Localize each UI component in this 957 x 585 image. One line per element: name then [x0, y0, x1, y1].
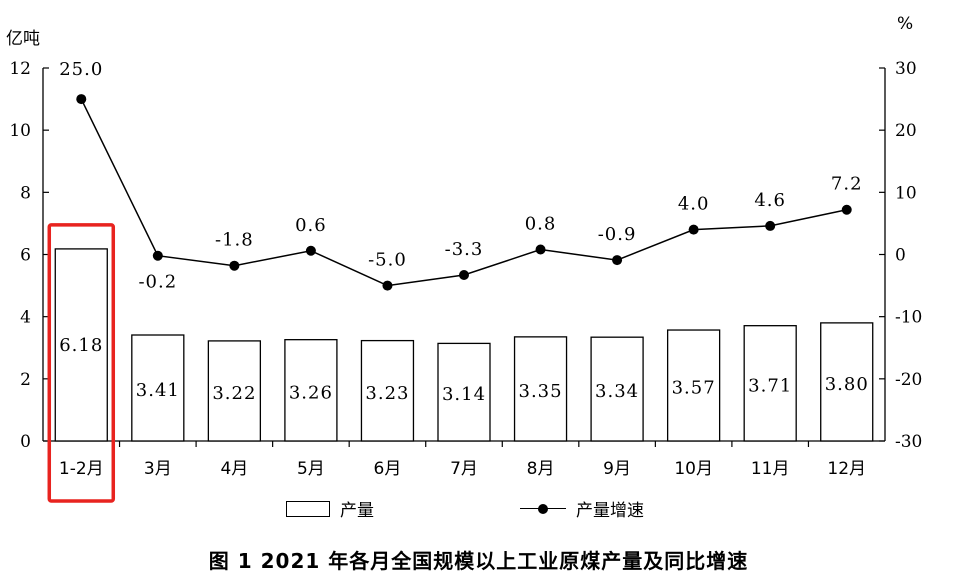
growth-data-label: -1.8: [215, 230, 254, 251]
x-tick-label: 12月: [827, 459, 866, 479]
highlight-box: [47, 223, 116, 503]
bar-data-label: 3.34: [595, 381, 639, 402]
x-tick-label: 1-2月: [59, 459, 104, 479]
growth-data-label: -0.9: [598, 224, 637, 245]
growth-data-label: 25.0: [59, 59, 103, 80]
left-axis-unit: 亿吨: [6, 29, 40, 49]
growth-data-label: 7.2: [831, 174, 863, 195]
right-tick-label: 0: [895, 246, 906, 266]
x-tick-label: 11月: [751, 459, 790, 479]
bar-data-label: 3.57: [672, 378, 716, 399]
x-tick-label: 4月: [220, 459, 248, 479]
growth-data-label: 0.8: [525, 214, 557, 235]
right-tick-label: -20: [895, 370, 922, 390]
bar-data-label: 6.18: [59, 335, 103, 356]
growth-data-label: 0.6: [295, 215, 327, 236]
legend-label-growth: 产量增速: [576, 501, 644, 521]
growth-point: [459, 270, 469, 281]
growth-data-label: -0.2: [138, 272, 177, 293]
right-tick-label: 10: [895, 183, 917, 203]
growth-data-label: -3.3: [445, 239, 484, 260]
legend-item-growth: 产量增速: [520, 496, 644, 521]
growth-point: [688, 224, 699, 235]
legend-line-swatch: [520, 501, 566, 517]
bar: [284, 339, 338, 442]
left-tick-label: 10: [9, 121, 31, 141]
growth-point: [765, 220, 776, 231]
growth-data-label: 4.0: [678, 194, 710, 215]
right-tick-label: 30: [895, 59, 917, 79]
growth-data-label: 4.6: [754, 190, 786, 211]
bar: [666, 329, 721, 442]
bar-data-label: 3.35: [519, 381, 563, 402]
growth-point: [305, 245, 316, 256]
growth-point: [76, 94, 87, 105]
bar: [54, 248, 108, 442]
bar-data-label: 3.41: [136, 380, 180, 401]
bar-data-label: 3.26: [289, 382, 333, 403]
left-tick-label: 4: [20, 308, 31, 328]
growth-point: [612, 255, 623, 266]
growth-data-label: -5.0: [368, 250, 407, 271]
growth-point: [382, 280, 393, 291]
bar-data-label: 3.71: [748, 375, 792, 396]
x-tick-label: 10月: [674, 459, 713, 479]
growth-point: [535, 244, 546, 255]
growth-point: [152, 250, 163, 261]
x-tick-label: 7月: [450, 459, 478, 479]
left-tick-label: 6: [20, 246, 31, 266]
bar: [590, 336, 644, 442]
bar: [131, 334, 185, 442]
bar: [207, 340, 262, 442]
left-tick-label: 0: [20, 432, 31, 452]
legend-bar-swatch: [286, 500, 330, 517]
left-tick-label: 12: [9, 59, 31, 79]
left-tick-label: 8: [20, 183, 31, 203]
bar: [360, 339, 415, 442]
right-tick-label: -30: [895, 432, 922, 452]
x-tick-label: 5月: [297, 459, 325, 479]
right-tick-label: -10: [895, 308, 922, 328]
right-tick-label: 20: [895, 121, 917, 141]
bar: [513, 336, 568, 442]
x-tick-label: 6月: [374, 459, 402, 479]
x-tick-label: 9月: [603, 459, 631, 479]
legend-item-production: 产量: [286, 496, 374, 521]
right-axis-unit: %: [897, 14, 914, 34]
growth-point: [841, 204, 852, 215]
bar: [743, 325, 797, 442]
growth-point: [229, 260, 240, 271]
bar-data-label: 3.14: [442, 384, 486, 405]
bar-data-label: 3.23: [365, 383, 409, 404]
bar: [820, 322, 874, 442]
chart-title: 图 1 2021 年各月全国规模以上工业原煤产量及同比增速: [208, 549, 749, 573]
x-tick-label: 3月: [144, 459, 172, 479]
x-tick-label: 8月: [527, 459, 555, 479]
left-tick-label: 2: [20, 370, 31, 390]
legend-label-production: 产量: [340, 501, 374, 521]
bar-data-label: 3.22: [212, 383, 256, 404]
bar-data-label: 3.80: [825, 374, 869, 395]
bar: [437, 342, 491, 442]
